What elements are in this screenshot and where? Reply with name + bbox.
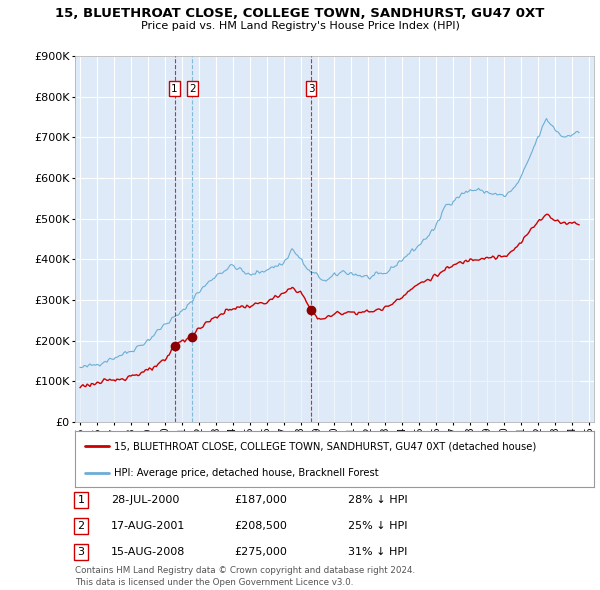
- Text: Price paid vs. HM Land Registry's House Price Index (HPI): Price paid vs. HM Land Registry's House …: [140, 21, 460, 31]
- Text: 2: 2: [189, 84, 196, 94]
- Text: 28% ↓ HPI: 28% ↓ HPI: [348, 496, 407, 505]
- Text: 17-AUG-2001: 17-AUG-2001: [111, 522, 185, 531]
- Text: 2: 2: [77, 522, 85, 531]
- Text: 3: 3: [77, 548, 85, 557]
- Text: 15, BLUETHROAT CLOSE, COLLEGE TOWN, SANDHURST, GU47 0XT: 15, BLUETHROAT CLOSE, COLLEGE TOWN, SAND…: [55, 7, 545, 20]
- Text: Contains HM Land Registry data © Crown copyright and database right 2024.
This d: Contains HM Land Registry data © Crown c…: [75, 566, 415, 587]
- Text: £208,500: £208,500: [234, 522, 287, 531]
- Text: 25% ↓ HPI: 25% ↓ HPI: [348, 522, 407, 531]
- Text: HPI: Average price, detached house, Bracknell Forest: HPI: Average price, detached house, Brac…: [114, 468, 379, 478]
- Text: 28-JUL-2000: 28-JUL-2000: [111, 496, 179, 505]
- Text: 31% ↓ HPI: 31% ↓ HPI: [348, 548, 407, 557]
- Text: £275,000: £275,000: [234, 548, 287, 557]
- Text: 15-AUG-2008: 15-AUG-2008: [111, 548, 185, 557]
- Text: 3: 3: [308, 84, 314, 94]
- Text: 1: 1: [77, 496, 85, 505]
- Text: £187,000: £187,000: [234, 496, 287, 505]
- Text: 1: 1: [171, 84, 178, 94]
- Text: 15, BLUETHROAT CLOSE, COLLEGE TOWN, SANDHURST, GU47 0XT (detached house): 15, BLUETHROAT CLOSE, COLLEGE TOWN, SAND…: [114, 441, 536, 451]
